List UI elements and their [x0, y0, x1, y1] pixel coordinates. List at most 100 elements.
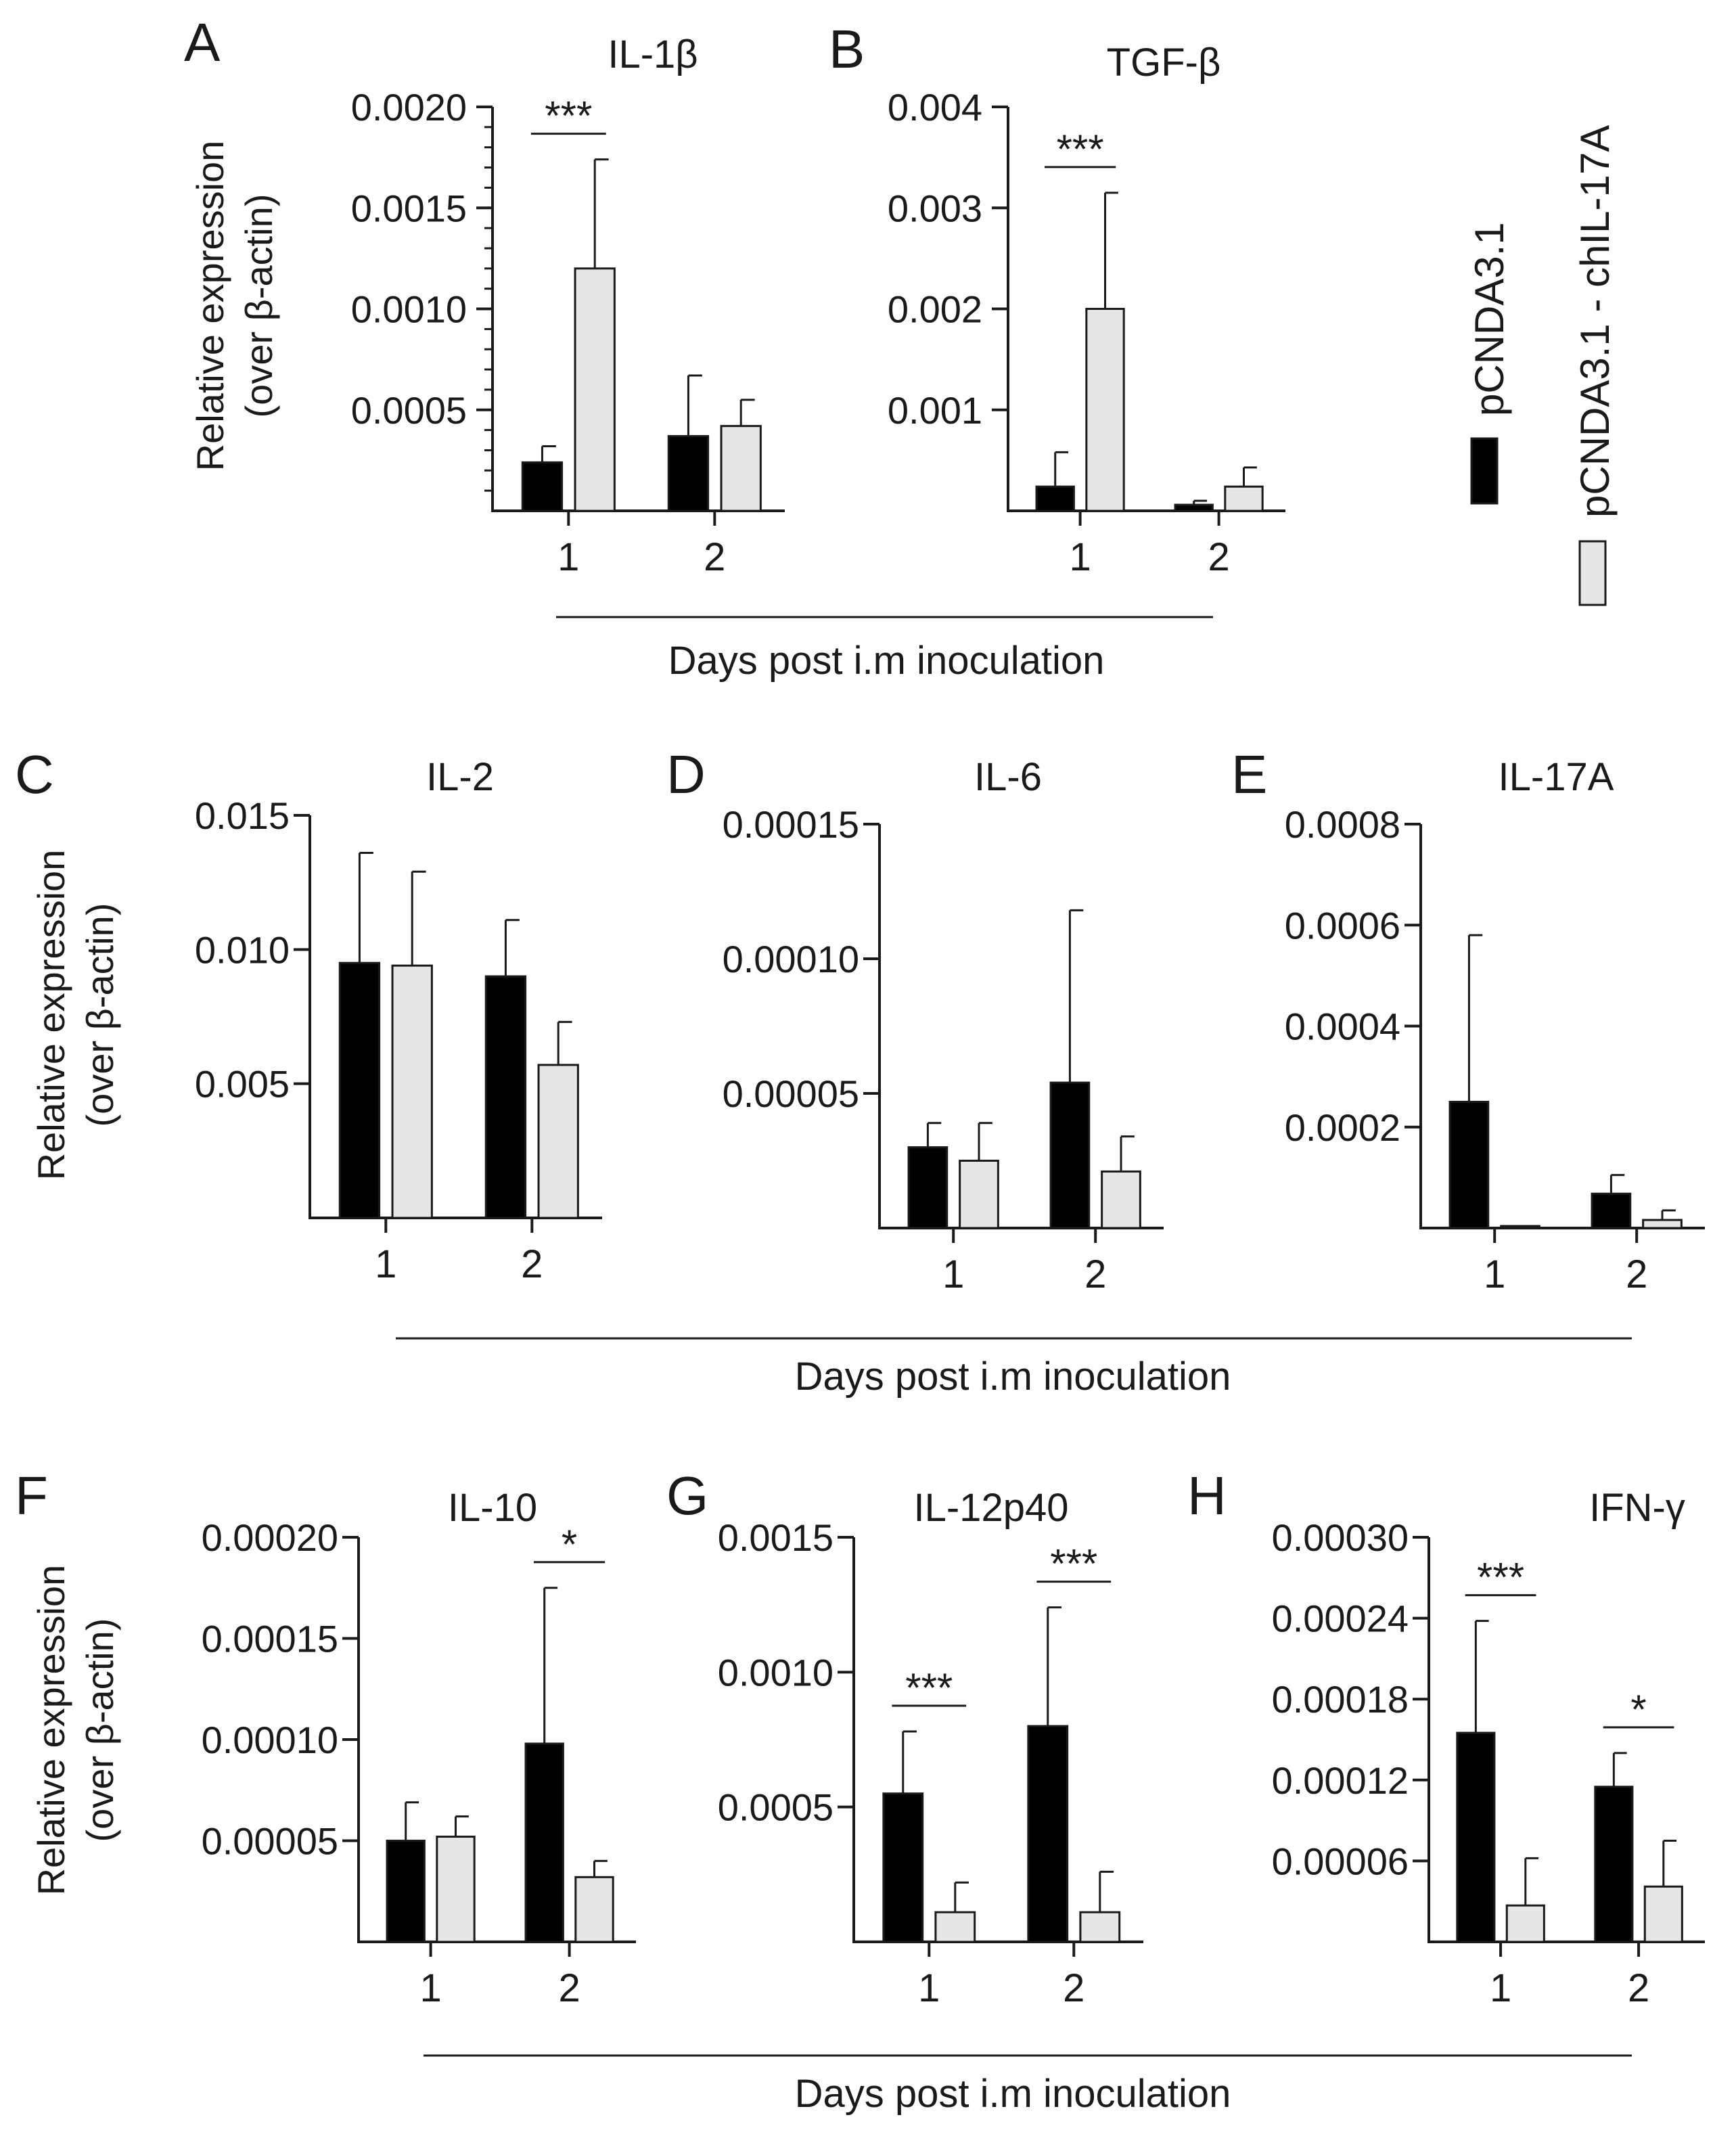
bar-d-day1-series2 — [959, 1160, 999, 1229]
bar-d-day2-series1 — [1049, 1081, 1091, 1229]
significance-label-h: * — [1630, 1687, 1646, 1732]
bar-f-day2-series1 — [524, 1742, 564, 1943]
panel-title-f: IL-10 — [448, 1486, 537, 1530]
bar-a-day1-series1 — [521, 461, 564, 512]
bar-e-day1-series2 — [1500, 1225, 1540, 1229]
ylabel-row1-line1: Relative expression — [189, 141, 231, 472]
panel-title-h: IFN-γ — [1589, 1486, 1685, 1530]
bar-c-day2-series1 — [484, 975, 527, 1219]
y-tick-label-h: 0.00030 — [1272, 1516, 1409, 1559]
panel-title-e: IL-17A — [1499, 755, 1614, 799]
x-tick-label-e: 2 — [1626, 1252, 1647, 1296]
bar-b-day1-series1 — [1035, 485, 1075, 512]
panel-h: H IFN-γ 0.00030 0.00024 0.00018 0.00012 0.0000… — [1187, 1466, 1705, 2010]
panel-letter-a: A — [184, 12, 221, 72]
y-tick-label-f: 0.00020 — [202, 1516, 338, 1559]
panel-letter-g: G — [666, 1466, 708, 1526]
bar-c-day1-series1 — [338, 961, 381, 1219]
y-tick-label-c: 0.005 — [195, 1063, 290, 1106]
x-tick-label-f: 1 — [419, 1966, 441, 2010]
x-tick-label-g: 2 — [1063, 1966, 1084, 2010]
legend-label-pcnda: pCNDA3.1 — [1467, 222, 1512, 416]
bar-g-day1-series2 — [934, 1911, 976, 1943]
panel-title-d: IL-6 — [974, 755, 1042, 799]
y-tick-label-f: 0.00010 — [202, 1719, 338, 1761]
y-tick-label-d: 0.00015 — [723, 803, 859, 846]
x-tick-label-d: 1 — [942, 1252, 964, 1296]
panels: A IL-1β 0.0020 0.0015 0.0010 0.0005 1 2 *** B TGF-… — [15, 12, 1705, 2010]
y-tick-label-g: 0.0015 — [718, 1516, 833, 1559]
y-tick-label-h: 0.00006 — [1272, 1840, 1409, 1882]
y-tick-label-h: 0.00018 — [1272, 1678, 1409, 1721]
y-tick-label-c: 0.010 — [195, 928, 290, 971]
panel-title-a: IL-1β — [608, 32, 698, 76]
y-tick-label-g: 0.0010 — [718, 1651, 833, 1694]
ylabel-row1-line2: (over β-actin) — [237, 194, 280, 418]
bar-a-day1-series2 — [574, 267, 616, 512]
legend-swatch-pcnda — [1470, 437, 1499, 505]
bar-e-day2-series1 — [1591, 1192, 1632, 1229]
legend-label-chil17a: pCNDA3.1 - chIL-17A — [1572, 125, 1618, 518]
y-tick-label-f: 0.00005 — [202, 1820, 338, 1863]
x-tick-label-a: 1 — [557, 535, 579, 579]
bar-b-day2-series1 — [1174, 503, 1214, 512]
y-tick-label-h: 0.00012 — [1272, 1759, 1409, 1802]
panel-title-b: TGF-β — [1107, 41, 1221, 85]
y-tick-label-e: 0.0004 — [1285, 1005, 1400, 1048]
bar-d-day2-series2 — [1101, 1170, 1141, 1229]
x-tick-label-b: 1 — [1069, 535, 1091, 579]
bar-e-day1-series1 — [1448, 1100, 1490, 1229]
legend-swatch-chil17a — [1578, 540, 1607, 606]
y-tick-label-c: 0.015 — [195, 794, 290, 837]
significance-label-h: *** — [1477, 1555, 1524, 1600]
significance-label-g: *** — [905, 1665, 953, 1710]
bar-b-day2-series2 — [1224, 485, 1264, 512]
y-tick-label-b: 0.002 — [888, 288, 982, 331]
bar-b-day1-series2 — [1085, 308, 1125, 512]
xgroup-label-row3: Days post i.m inoculation — [795, 2072, 1231, 2116]
ylabel-row3-line1: Relative expression — [30, 1565, 72, 1896]
panel-g: G IL-12p40 0.0015 0.0010 0.0005 1 2 *** *** — [666, 1466, 1143, 2010]
panel-letter-f: F — [15, 1466, 48, 1526]
y-tick-label-e: 0.0008 — [1285, 803, 1400, 846]
x-tick-label-b: 2 — [1208, 535, 1229, 579]
x-tick-label-c: 2 — [521, 1242, 543, 1286]
bar-c-day1-series2 — [391, 964, 433, 1219]
x-tick-label-d: 2 — [1084, 1252, 1106, 1296]
xgroup-label-row1: Days post i.m inoculation — [668, 639, 1105, 683]
y-tick-label-a: 0.0020 — [351, 86, 467, 129]
y-tick-label-a: 0.0010 — [351, 288, 467, 331]
ylabel-row2-line2: (over β-actin) — [78, 903, 121, 1127]
y-tick-label-b: 0.003 — [888, 187, 982, 229]
panel-letter-d: D — [666, 744, 706, 804]
bar-a-day2-series1 — [667, 435, 710, 512]
bar-a-day2-series2 — [720, 425, 762, 512]
panel-letter-b: B — [829, 19, 865, 79]
bar-h-day2-series2 — [1643, 1885, 1683, 1943]
y-tick-label-a: 0.0005 — [351, 389, 467, 432]
y-tick-label-f: 0.00015 — [202, 1618, 338, 1660]
bar-f-day1-series2 — [436, 1836, 476, 1943]
panel-letter-c: C — [15, 744, 54, 804]
y-tick-label-d: 0.00010 — [723, 938, 859, 980]
significance-label-f: * — [562, 1522, 577, 1567]
x-tick-label-g: 1 — [918, 1966, 940, 2010]
panel-letter-h: H — [1187, 1466, 1227, 1526]
bar-e-day2-series2 — [1642, 1219, 1683, 1229]
panel-e: E IL-17A 0.0008 0.0006 0.0004 0.0002 1 2 — [1231, 744, 1705, 1296]
bar-g-day1-series1 — [882, 1792, 924, 1943]
ylabel-row3-line2: (over β-actin) — [78, 1618, 121, 1842]
x-tick-label-e: 1 — [1484, 1252, 1505, 1296]
legend: pCNDA3.1 pCNDA3.1 - chIL-17A — [1467, 125, 1618, 606]
bar-c-day2-series2 — [537, 1064, 579, 1219]
y-tick-label-b: 0.001 — [888, 389, 982, 432]
panel-title-c: IL-2 — [426, 755, 494, 799]
y-tick-label-e: 0.0002 — [1285, 1106, 1400, 1149]
xgroup-label-row2: Days post i.m inoculation — [795, 1355, 1231, 1399]
y-tick-label-a: 0.0015 — [351, 187, 467, 229]
y-tick-label-e: 0.0006 — [1285, 904, 1400, 947]
panel-f: F IL-10 0.00020 0.00015 0.00010 0.00005 1 2 * — [15, 1466, 636, 2010]
panel-a: A IL-1β 0.0020 0.0015 0.0010 0.0005 1 2 *** — [184, 12, 785, 579]
panel-letter-e: E — [1231, 744, 1267, 804]
